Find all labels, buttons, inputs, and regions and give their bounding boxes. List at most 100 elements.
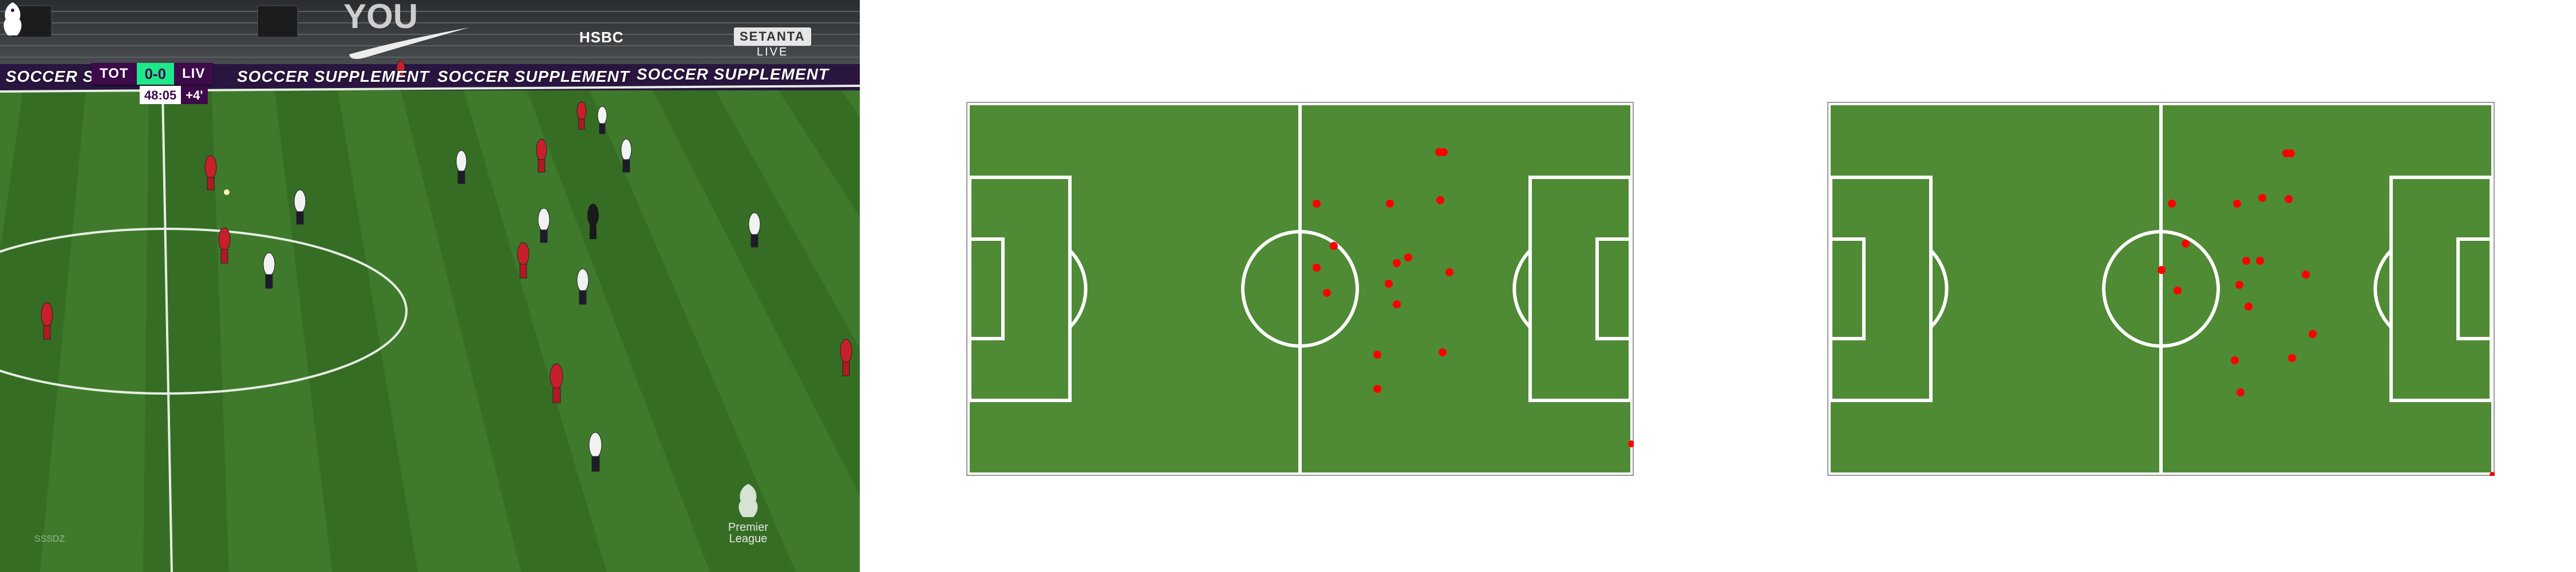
player-marker [1628,440,1634,447]
player-marker [1404,253,1412,261]
premier-league-logo: Premier League [728,480,768,549]
broadcast-frame: YOU HSBC SETANTA LIVE SOCCER SUPPLEMENT … [0,0,860,572]
player [396,60,405,77]
right-penalty-arc [1512,249,1532,329]
pitch-lines [968,105,1632,472]
player [576,268,589,305]
clock-time: 48:05 [140,86,181,104]
players-tottenham [263,106,761,472]
home-team-label: TOT [92,63,137,85]
player [456,150,467,184]
player [588,432,602,472]
player-marker [1385,280,1393,288]
player-marker [2182,240,2190,248]
players-liverpool [41,60,852,403]
player [597,106,607,134]
player [294,189,306,225]
player-marker [2258,194,2266,202]
player [621,138,632,173]
player-markers [2158,149,2495,476]
away-team-label: LIV [174,63,214,85]
player [263,252,275,289]
left-goal-area [1829,237,1866,340]
halfway-line [161,90,173,572]
player [840,339,852,376]
player-marker [2237,388,2245,396]
player-marker [2256,257,2264,265]
broadcast-scene [0,0,860,572]
player-marker [2285,195,2293,203]
player-marker [1373,385,1381,393]
player [218,227,231,264]
pitch-minimap-2 [1827,102,2495,476]
stand-lettering: YOU [343,0,418,35]
pitch-diagram [1827,102,2495,476]
player [538,208,550,243]
centre-circle [2102,230,2220,348]
match-clock: 48:05 +4' [140,86,208,104]
player-marker [1373,351,1381,359]
player-marker [2302,271,2310,279]
mowing-stripes [0,90,860,572]
player-marker [1436,196,1444,204]
right-goal-area [2456,237,2493,340]
player [550,363,563,403]
right-goal-area [1595,237,1632,340]
player-marker [2288,354,2296,362]
player-marker [1330,242,1338,250]
player-marker [2235,281,2243,289]
league-logo-text: Premier League [728,521,769,545]
ball [224,189,230,195]
player [536,138,547,173]
left-goal-area [968,237,1005,340]
player [41,302,53,340]
player-marker [2490,472,2495,476]
player-marker [1313,200,1321,208]
player-marker [2287,149,2295,157]
centre-circle [0,228,408,395]
player [204,155,217,190]
player-marker [2233,200,2241,208]
pitch-minimap-1 [966,102,1634,476]
sponsor-board-text: SOCCER SUPPLEMENT [437,67,630,85]
referee [587,204,599,239]
pitch-diagram [966,102,1634,476]
sponsor-board-text: SOCCER SUPPLEMENT [637,65,829,83]
player [748,212,761,248]
premier-league-lion-icon [3,2,22,35]
player-marker [1439,348,1447,356]
player [576,101,587,130]
lion-crest-icon [738,484,758,517]
player [517,242,530,279]
player-marker [1386,200,1394,208]
player-marker [2158,266,2166,274]
player-marker [1445,268,1453,276]
dugout-right [257,5,298,38]
player-marker [1323,289,1331,297]
player-marker [2245,303,2253,311]
player-marker [2174,287,2182,295]
added-time: +4' [181,86,208,104]
player-marker [2242,257,2250,265]
scorebug: TOT 0-0 LIV [92,63,214,85]
player-markers [1313,148,1634,447]
player-marker [2168,200,2176,208]
hsbc-logo: HSBC [579,29,624,46]
centre-circle [1241,230,1359,348]
nike-swoosh [349,27,469,59]
player-marker [1393,300,1401,308]
player-marker [2309,330,2317,338]
player-marker [1313,264,1321,272]
left-penalty-arc [1068,249,1088,329]
sponsor-board-text: SOCCER SUPPLEMENT [237,67,429,85]
broadcaster-logo: SETANTA [734,27,811,46]
stand-background [0,0,860,66]
right-penalty-arc [2373,249,2393,329]
watermark: SSSDZ [34,534,65,544]
score-display: 0-0 [136,63,175,85]
player-marker [1440,148,1448,156]
pitch-lines [1829,105,2493,472]
player-marker [2231,356,2239,364]
player-marker [1393,259,1401,267]
live-indicator: LIVE [757,46,789,58]
